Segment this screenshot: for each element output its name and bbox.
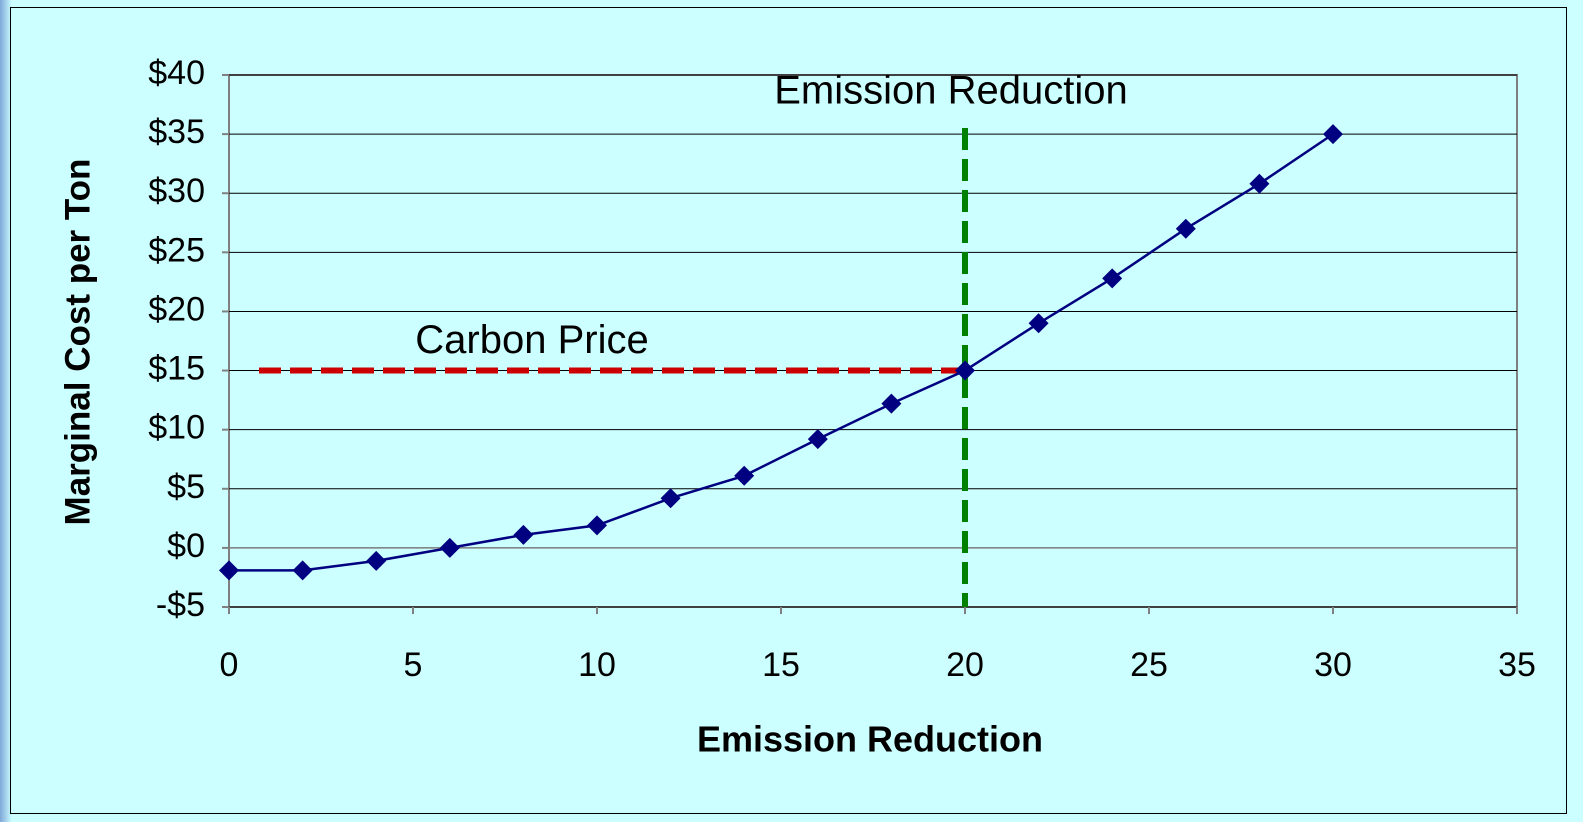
series-line [229, 133, 1334, 572]
emission-reduction-label: Emission Reduction [774, 69, 1128, 113]
marker [292, 560, 313, 581]
marker [1028, 313, 1049, 334]
y-tick-label: $25 [148, 231, 205, 269]
y-tick-label: $5 [167, 468, 205, 506]
edge-shade [0, 0, 12, 822]
y-tick-label: -$5 [156, 586, 205, 624]
y-tick-label: $20 [148, 290, 205, 328]
marker [807, 429, 828, 450]
x-tick-label: 5 [404, 646, 423, 684]
marker [881, 393, 902, 414]
marker [1102, 268, 1123, 289]
marker [219, 560, 239, 581]
marker [439, 537, 460, 558]
carbon-price-label: Carbon Price [415, 318, 648, 362]
y-tick-label: $35 [148, 113, 205, 151]
y-axis-label: Marginal Cost per Ton [58, 159, 97, 526]
marker [1249, 173, 1270, 194]
marker [734, 465, 755, 486]
marker [660, 488, 681, 509]
x-tick-label: 30 [1314, 646, 1352, 684]
plot-area [228, 74, 1518, 608]
marker [513, 524, 534, 545]
marker [366, 550, 387, 571]
x-tick-label: 15 [762, 646, 800, 684]
x-tick-label: 20 [946, 646, 984, 684]
marker [1175, 218, 1196, 239]
x-tick-label: 10 [578, 646, 616, 684]
x-tick-label: 35 [1498, 646, 1536, 684]
y-tick-label: $10 [148, 409, 205, 447]
marker [955, 360, 975, 381]
x-axis-label: Emission Reduction [697, 719, 1043, 760]
x-tick-label: 25 [1130, 646, 1168, 684]
marker [1323, 124, 1343, 145]
y-tick-label: $15 [148, 350, 205, 388]
marker [587, 515, 607, 536]
y-tick-label: $40 [148, 54, 205, 92]
y-tick-label: $0 [167, 527, 205, 565]
y-tick-label: $30 [148, 172, 205, 210]
x-tick-label: 0 [220, 646, 239, 684]
